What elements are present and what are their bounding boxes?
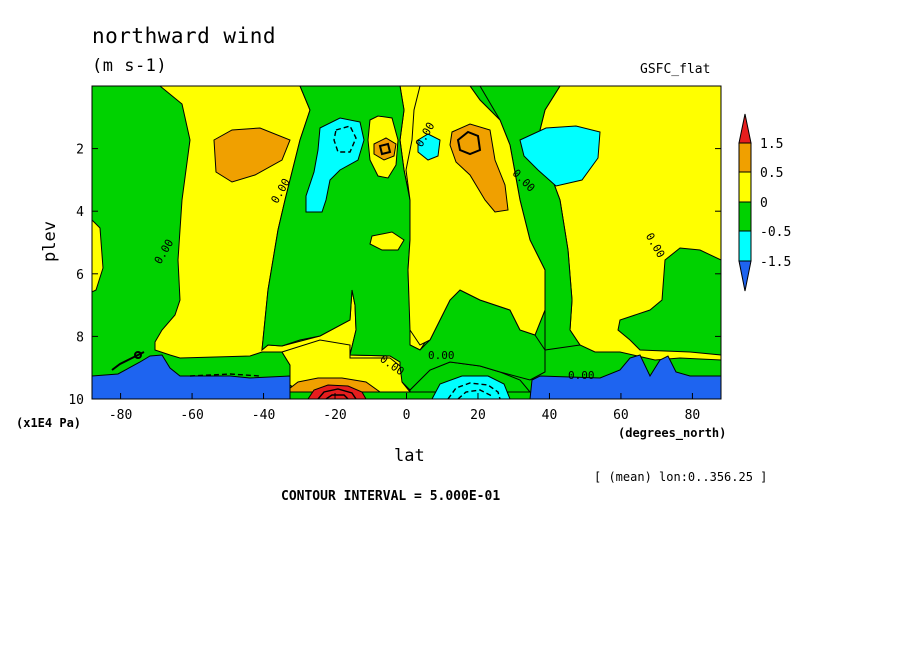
x-tick-label: 40	[542, 408, 558, 423]
blue-regions	[91, 354, 722, 400]
region-orange-nh	[449, 123, 509, 213]
x-tick-label: 20	[470, 408, 486, 423]
solid-contour-red-1	[317, 388, 357, 400]
x-tick-label: 0	[403, 408, 411, 423]
colorbar-orange	[738, 142, 752, 173]
colorbar-label: 1.5	[760, 137, 783, 152]
x-axis-units: (degrees_north)	[618, 426, 727, 440]
longitude-note: [ (mean) lon:0..356.25 ]	[594, 470, 768, 484]
y-axis: 2 4 6 8 10	[68, 143, 721, 408]
y-axis-label: plev	[40, 221, 60, 262]
colorbar-blue-triangle	[738, 260, 752, 292]
region-eq-yellow-b	[369, 231, 405, 251]
solid-contours	[317, 130, 482, 400]
colorbar-label: -0.5	[760, 225, 791, 240]
region-left-yellow	[96, 86, 190, 345]
region-orange-sh	[213, 127, 291, 183]
colorbar-red-triangle	[738, 113, 752, 144]
chart-units: (m s-1)	[92, 56, 168, 76]
source-label: GSFC_flat	[640, 62, 711, 77]
colorbar-label: 0.5	[760, 166, 783, 181]
x-tick-label: -80	[109, 408, 132, 423]
polar-marker	[134, 351, 142, 359]
x-axis: -80 -60 -40 -20 0 20 40 60 80	[109, 393, 700, 423]
colorbar-label: 0	[760, 196, 768, 211]
region-cyan-sh	[305, 117, 365, 213]
colorbar-green	[738, 201, 752, 232]
polar-contour	[111, 351, 145, 371]
x-tick-label: -60	[180, 408, 203, 423]
y-tick-label: 4	[76, 205, 84, 220]
dashed-contour-3	[457, 389, 493, 400]
dashed-contour-2	[447, 382, 501, 400]
y-axis-units: (x1E4 Pa)	[16, 416, 82, 430]
region-orange-eq	[373, 137, 397, 161]
region-nh-tropic-yellow	[405, 85, 546, 346]
polar-clutter	[111, 351, 145, 371]
y-tick-label: 6	[76, 268, 84, 283]
x-tick-label: -40	[252, 408, 275, 423]
x-tick-label: 80	[685, 408, 701, 423]
region-cyan-eq	[417, 133, 441, 161]
solid-contour-red-2	[325, 394, 349, 400]
colorbar-cyan	[738, 230, 752, 262]
contour-label: 0.00	[568, 369, 595, 382]
y-tick-label: 2	[76, 143, 84, 158]
solid-contour-nh	[456, 130, 482, 156]
x-axis-label: lat	[394, 446, 425, 466]
x-tick-label: -20	[323, 408, 346, 423]
dashed-contour-1	[333, 125, 357, 153]
colorbar-yellow	[738, 171, 752, 203]
y-tick-label: 10	[68, 393, 84, 408]
cyan-regions	[179, 117, 601, 400]
x-tick-label: 60	[613, 408, 629, 423]
plot-area	[91, 85, 722, 400]
solid-contour-eq	[378, 142, 392, 156]
contour-interval: CONTOUR INTERVAL = 5.000E-01	[281, 489, 501, 504]
region-cyan-nh	[519, 125, 601, 187]
contour-label: 0.00	[428, 349, 455, 362]
dashed-contour-4	[189, 373, 261, 377]
chart-title: northward wind	[92, 24, 277, 48]
dashed-contours	[189, 125, 501, 400]
region-blue-nh	[529, 354, 722, 400]
colorbar-label: -1.5	[760, 255, 791, 270]
y-tick-label: 8	[76, 330, 84, 345]
colorbar: 1.5 0.5 0 -0.5 -1.5	[738, 113, 791, 292]
